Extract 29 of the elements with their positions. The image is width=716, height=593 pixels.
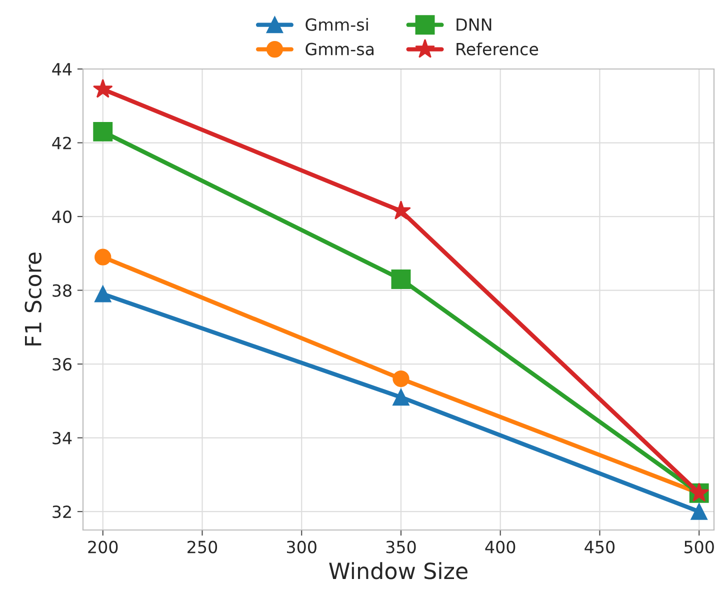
x-tick-label: 200: [88, 540, 118, 554]
y-tick-label: 34: [52, 432, 72, 444]
legend-label: Reference: [456, 42, 538, 56]
x-tick-label: 350: [386, 540, 416, 554]
x-tick-label: 300: [286, 540, 316, 554]
y-tick-label: 36: [52, 358, 72, 371]
legend-label: Gmm-sa: [306, 42, 374, 56]
x-tick-label: 250: [188, 540, 218, 554]
point: [392, 388, 410, 406]
y-tick-label: 32: [52, 506, 71, 518]
point: [94, 286, 112, 302]
y-tick-label: 38: [52, 284, 72, 297]
point: [94, 248, 112, 266]
y-axis-title: F1 Score: [24, 252, 42, 346]
point: [690, 503, 708, 520]
point: [93, 122, 113, 142]
point: [392, 370, 410, 388]
y-tick-label: 42: [52, 136, 71, 150]
point: [391, 269, 411, 289]
legend-label: DNN: [456, 18, 492, 31]
x-axis-title: Window Size: [329, 562, 468, 580]
x-tick-label: 450: [584, 540, 615, 554]
point: [92, 78, 113, 98]
x-tick-label: 500: [684, 540, 714, 554]
legend-label: Gmm-si: [306, 18, 368, 31]
point: [391, 200, 411, 220]
y-tick-label: 44: [52, 63, 72, 76]
y-tick-label: 40: [52, 210, 72, 224]
x-tick-label: 400: [485, 540, 516, 554]
